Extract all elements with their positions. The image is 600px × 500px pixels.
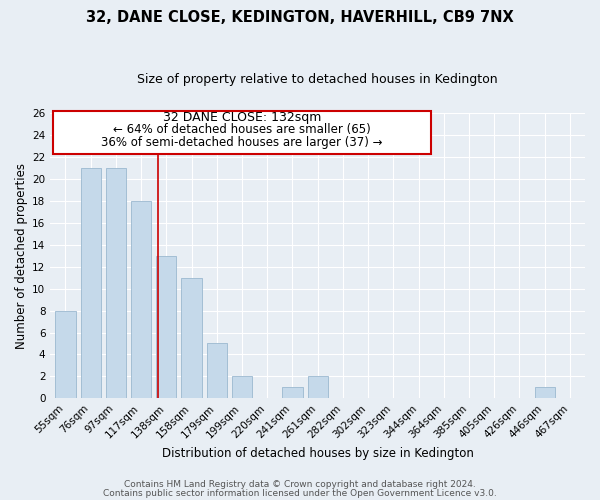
Text: 32, DANE CLOSE, KEDINGTON, HAVERHILL, CB9 7NX: 32, DANE CLOSE, KEDINGTON, HAVERHILL, CB… [86,10,514,25]
Bar [156,256,176,398]
Text: Contains HM Land Registry data © Crown copyright and database right 2024.: Contains HM Land Registry data © Crown c… [124,480,476,489]
Bar [181,278,202,398]
Bar [55,310,76,398]
Bar [308,376,328,398]
Bar [283,388,302,398]
X-axis label: Distribution of detached houses by size in Kedington: Distribution of detached houses by size … [162,447,473,460]
FancyBboxPatch shape [53,111,431,154]
Bar [232,376,252,398]
Bar [106,168,126,398]
Bar [206,344,227,398]
Bar [131,201,151,398]
Bar [80,168,101,398]
Text: 32 DANE CLOSE: 132sqm: 32 DANE CLOSE: 132sqm [163,111,321,124]
Text: 36% of semi-detached houses are larger (37) →: 36% of semi-detached houses are larger (… [101,136,383,149]
Y-axis label: Number of detached properties: Number of detached properties [15,162,28,348]
Bar [535,388,555,398]
Title: Size of property relative to detached houses in Kedington: Size of property relative to detached ho… [137,72,498,86]
Text: ← 64% of detached houses are smaller (65): ← 64% of detached houses are smaller (65… [113,123,371,136]
Text: Contains public sector information licensed under the Open Government Licence v3: Contains public sector information licen… [103,489,497,498]
